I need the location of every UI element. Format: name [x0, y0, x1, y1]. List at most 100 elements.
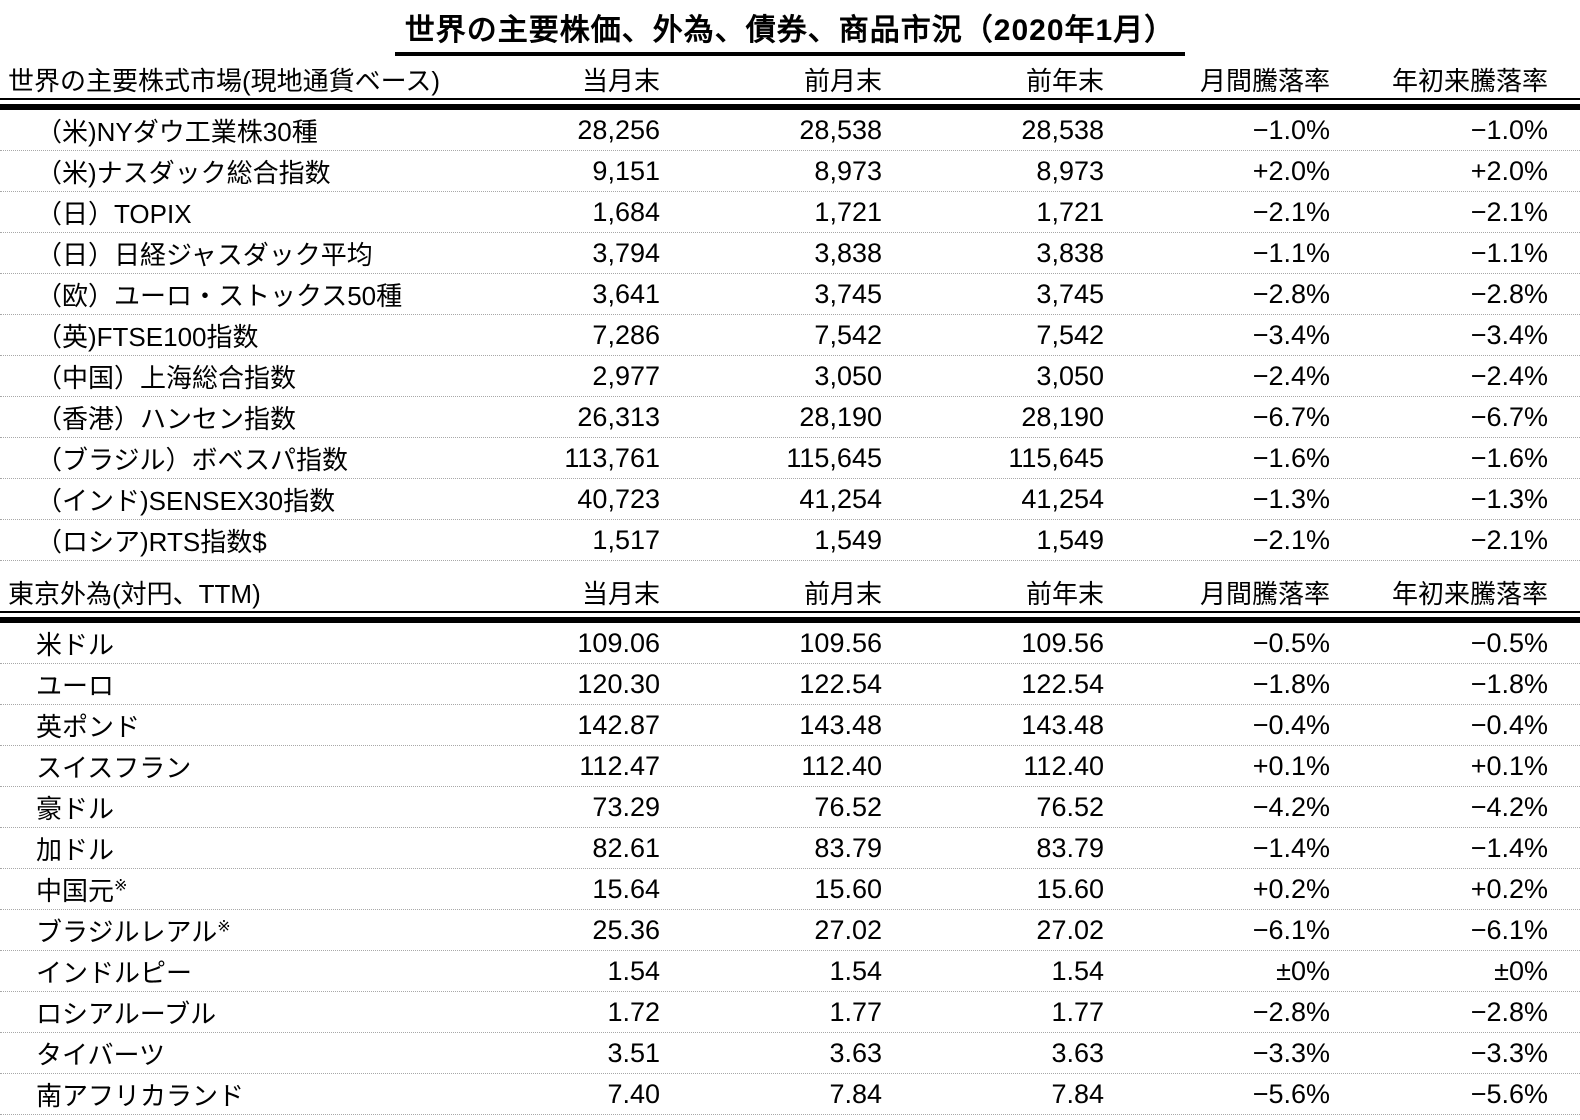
- value-current-month-end: 109.06: [577, 627, 660, 658]
- value-monthly-change: −6.7%: [1252, 401, 1330, 432]
- value-current-month-end: 73.29: [592, 791, 660, 822]
- value-prev-month-end: 7.84: [829, 1078, 882, 1109]
- row-label: 南アフリカランド: [36, 1080, 245, 1111]
- row-label: （米)ナスダック総合指数: [36, 157, 331, 188]
- value-current-month-end: 25.36: [592, 914, 660, 945]
- value-monthly-change: −1.6%: [1252, 442, 1330, 473]
- table-row: （ブラジル）ボベスパ指数 113,761 115,645 115,645 −1.…: [0, 438, 1580, 479]
- col-header-ytd-change: 年初来騰落率: [1391, 578, 1548, 609]
- value-prev-month-end: 41,254: [799, 483, 882, 514]
- value-prev-month-end: 7,542: [814, 319, 882, 350]
- col-header-current-month-end: 当月末: [581, 65, 660, 96]
- row-label: 中国元※: [36, 875, 128, 906]
- value-monthly-change: −1.0%: [1252, 114, 1330, 145]
- table-row: （インド)SENSEX30指数 40,723 41,254 41,254 −1.…: [0, 479, 1580, 520]
- table-row: 英ポンド 142.87 143.48 143.48 −0.4% −0.4%: [0, 705, 1580, 746]
- table-row: ユーロ 120.30 122.54 122.54 −1.8% −1.8%: [0, 664, 1580, 705]
- value-monthly-change: −2.8%: [1252, 278, 1330, 309]
- row-label: （ロシア)RTS指数$: [36, 526, 267, 557]
- value-prev-month-end: 8,973: [814, 155, 882, 186]
- value-current-month-end: 1,684: [592, 196, 660, 227]
- value-ytd-change: +0.2%: [1470, 873, 1548, 904]
- value-monthly-change: −6.1%: [1252, 914, 1330, 945]
- value-ytd-change: −3.3%: [1470, 1037, 1548, 1068]
- row-label: スイスフラン: [36, 752, 192, 783]
- double-rule: [0, 104, 1580, 110]
- value-prev-month-end: 28,190: [799, 401, 882, 432]
- row-label: ブラジルレアル※: [36, 916, 231, 947]
- table-row: （香港）ハンセン指数 26,313 28,190 28,190 −6.7% −6…: [0, 397, 1580, 438]
- value-prev-year-end: 112.40: [1023, 750, 1104, 781]
- value-prev-year-end: 3,745: [1036, 278, 1104, 309]
- reference-mark: ※: [114, 876, 128, 894]
- table-row: （中国）上海総合指数 2,977 3,050 3,050 −2.4% −2.4%: [0, 356, 1580, 397]
- value-ytd-change: −1.1%: [1470, 237, 1548, 268]
- value-current-month-end: 1,517: [592, 524, 660, 555]
- value-current-month-end: 40,723: [577, 483, 660, 514]
- value-prev-year-end: 115,645: [1008, 442, 1104, 473]
- value-prev-month-end: 1,721: [814, 196, 882, 227]
- stock-market-rows: （米)NYダウ工業株30種 28,256 28,538 28,538 −1.0%…: [0, 110, 1580, 561]
- row-label: （香港）ハンセン指数: [36, 403, 297, 434]
- value-prev-year-end: 3,838: [1036, 237, 1104, 268]
- value-ytd-change: −2.8%: [1470, 996, 1548, 1027]
- row-label: タイバーツ: [36, 1039, 165, 1070]
- value-prev-year-end: 41,254: [1021, 483, 1104, 514]
- value-prev-year-end: 1,549: [1036, 524, 1104, 555]
- table-row: 南アフリカランド 7.40 7.84 7.84 −5.6% −5.6%: [0, 1074, 1580, 1115]
- row-label: （ブラジル）ボベスパ指数: [36, 444, 349, 475]
- value-prev-year-end: 1,721: [1036, 196, 1104, 227]
- value-current-month-end: 3.51: [607, 1037, 660, 1068]
- value-monthly-change: −1.8%: [1252, 668, 1330, 699]
- row-label: 英ポンド: [36, 711, 141, 742]
- value-monthly-change: +2.0%: [1252, 155, 1330, 186]
- col-header-monthly-change: 月間騰落率: [1199, 578, 1330, 609]
- col-header-prev-month-end: 前月末: [803, 578, 882, 609]
- value-monthly-change: −3.3%: [1252, 1037, 1330, 1068]
- value-current-month-end: 7.40: [607, 1078, 660, 1109]
- value-prev-month-end: 3,745: [814, 278, 882, 309]
- value-prev-year-end: 15.60: [1036, 873, 1104, 904]
- value-current-month-end: 3,641: [592, 278, 660, 309]
- value-prev-month-end: 3,050: [814, 360, 882, 391]
- value-current-month-end: 3,794: [592, 237, 660, 268]
- table-row: ロシアルーブル 1.72 1.77 1.77 −2.8% −2.8%: [0, 992, 1580, 1033]
- value-prev-year-end: 27.02: [1036, 914, 1104, 945]
- value-prev-month-end: 109.56: [799, 627, 882, 658]
- row-label: （日）日経ジャスダック平均: [36, 239, 373, 270]
- table-row: 加ドル 82.61 83.79 83.79 −1.4% −1.4%: [0, 828, 1580, 869]
- row-label: （インド)SENSEX30指数: [36, 485, 336, 516]
- row-label: ユーロ: [36, 670, 115, 701]
- value-ytd-change: −0.5%: [1470, 627, 1548, 658]
- value-monthly-change: −5.6%: [1252, 1078, 1330, 1109]
- value-current-month-end: 15.64: [592, 873, 660, 904]
- value-ytd-change: −1.4%: [1470, 832, 1548, 863]
- value-monthly-change: ±0%: [1276, 955, 1330, 986]
- table-row: （欧）ユーロ・ストックス50種 3,641 3,745 3,745 −2.8% …: [0, 274, 1580, 315]
- value-prev-year-end: 109.56: [1021, 627, 1104, 658]
- row-label: （中国）上海総合指数: [36, 362, 297, 393]
- table-row: （ロシア)RTS指数$ 1,517 1,549 1,549 −2.1% −2.1…: [0, 520, 1580, 561]
- value-current-month-end: 120.30: [577, 668, 660, 699]
- value-ytd-change: −0.4%: [1470, 709, 1548, 740]
- value-monthly-change: −1.3%: [1252, 483, 1330, 514]
- value-prev-month-end: 3.63: [829, 1037, 882, 1068]
- row-label: （英)FTSE100指数: [36, 321, 259, 352]
- table-row: 中国元※ 15.64 15.60 15.60 +0.2% +0.2%: [0, 869, 1580, 910]
- value-current-month-end: 7,286: [592, 319, 660, 350]
- row-label: 豪ドル: [36, 793, 115, 824]
- value-current-month-end: 142.87: [577, 709, 660, 740]
- value-prev-month-end: 76.52: [814, 791, 882, 822]
- value-monthly-change: −0.4%: [1252, 709, 1330, 740]
- value-prev-year-end: 122.54: [1021, 668, 1104, 699]
- double-rule: [0, 617, 1580, 623]
- value-prev-month-end: 1,549: [814, 524, 882, 555]
- value-prev-year-end: 76.52: [1036, 791, 1104, 822]
- value-monthly-change: −2.4%: [1252, 360, 1330, 391]
- row-label: インドルピー: [36, 957, 193, 988]
- table-row: ブラジルレアル※ 25.36 27.02 27.02 −6.1% −6.1%: [0, 910, 1580, 951]
- value-prev-year-end: 8,973: [1036, 155, 1104, 186]
- table-row: タイバーツ 3.51 3.63 3.63 −3.3% −3.3%: [0, 1033, 1580, 1074]
- col-header-prev-year-end: 前年末: [1025, 578, 1104, 609]
- page-title: 世界の主要株価、外為、債券、商品市況（2020年1月）: [394, 5, 1186, 56]
